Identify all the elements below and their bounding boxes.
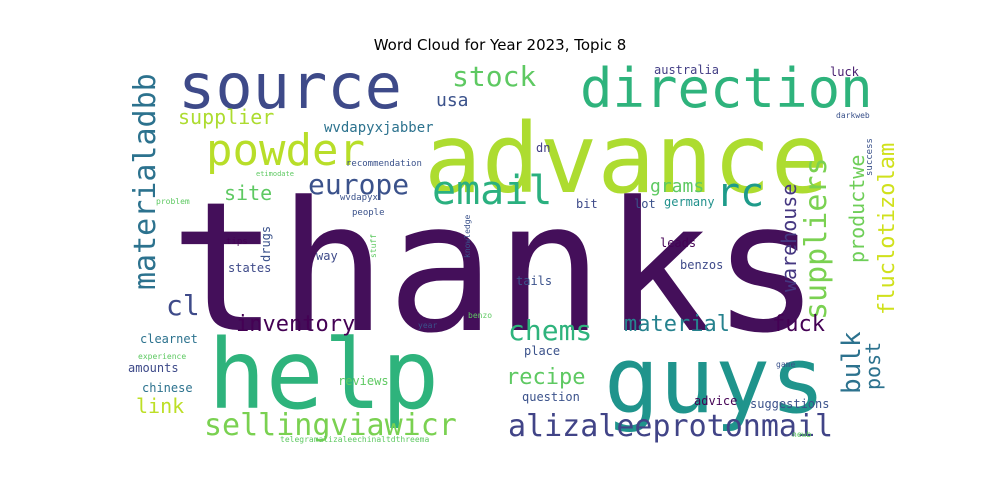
word-wvdapyx: wvdapyx — [340, 193, 379, 203]
word-supplier: supplier — [178, 105, 274, 129]
word-drugs: drugs — [259, 226, 273, 262]
word-leads: leads — [660, 236, 696, 250]
word-newb: newb — [792, 430, 811, 439]
word-alizaleeprotonmail: alizaleeprotonmail — [508, 409, 833, 444]
word-link: link — [136, 394, 184, 418]
word-states: states — [228, 261, 271, 275]
word-recommendation: recommendation — [346, 159, 422, 169]
word-luck: luck — [830, 65, 860, 79]
word-chinese: chinese — [142, 381, 193, 395]
word-people: people — [352, 208, 385, 218]
word-site: site — [224, 181, 272, 205]
word-advance: advance — [424, 103, 829, 215]
word-experience: experience — [138, 352, 186, 361]
word-success: success — [865, 138, 875, 176]
word-usa: usa — [436, 90, 469, 111]
word-materialadbb: materialadbb — [128, 73, 163, 290]
word-telegramalizaleechinaltdthreema: telegramalizaleechinaltdthreema — [280, 435, 429, 444]
word-email: email — [432, 168, 552, 214]
word-source: source — [178, 50, 402, 123]
word-australia: australia — [654, 63, 719, 77]
word-post: post — [861, 342, 885, 390]
word-fluclotizolam: fluclotizolam — [875, 143, 900, 315]
word-thanks: thanks — [170, 164, 820, 373]
word-reviews: reviews — [338, 374, 389, 388]
word-warehouse: warehouse — [777, 184, 801, 292]
chart-title: Word Cloud for Year 2023, Topic 8 — [373, 36, 627, 54]
word-sellingviawicr: sellingviawicr — [204, 408, 457, 443]
word-etimodate: etimodate — [256, 170, 294, 178]
word-recipe: recipe — [506, 365, 585, 390]
word-direction: direction — [580, 57, 873, 120]
word-europe: europe — [308, 168, 409, 201]
word-game: game — [776, 360, 795, 369]
word-bit: bit — [576, 197, 598, 211]
word-tails: tails — [516, 274, 552, 288]
word-year: year — [418, 321, 437, 330]
word-bulk: bulk — [837, 331, 867, 394]
word-stuff: stuff — [369, 234, 378, 258]
word-powder: powder — [206, 125, 365, 176]
word-amounts: amounts — [128, 361, 179, 375]
word-knowledge: knowledge — [463, 214, 472, 258]
word-darkweb: darkweb — [836, 111, 870, 120]
word-rc: rc — [716, 170, 764, 216]
word-wvdapyxjabber: wvdapyxjabber — [324, 120, 434, 136]
word-grams: grams — [650, 176, 704, 197]
word-place: place — [524, 344, 560, 358]
word-chems: chems — [508, 314, 592, 347]
word-guys: guys — [604, 327, 826, 434]
word-cl: cl — [166, 289, 200, 322]
word-benzo: benzo — [468, 311, 492, 320]
word-question: question — [522, 390, 580, 404]
word-material: material — [624, 312, 730, 337]
word-fuck: fuck — [772, 312, 825, 337]
word-stock: stock — [452, 60, 536, 93]
word-advice: advice — [694, 394, 737, 408]
word-problem: problem — [156, 197, 190, 206]
word-productwe: productwe — [845, 155, 869, 263]
word-suggestions: suggestions — [750, 397, 829, 411]
word-suppliers: suppliers — [799, 157, 834, 320]
word-germany: germany — [664, 195, 715, 209]
cloud-background — [126, 60, 898, 442]
word-way: way — [316, 249, 338, 263]
word-dn: dn — [536, 141, 550, 155]
word-benzos: benzos — [680, 258, 723, 272]
word-clearnet: clearnet — [140, 332, 198, 346]
word-lot: lot — [634, 197, 656, 211]
word-inventory: inventory — [236, 312, 355, 337]
word-tips: tips — [226, 237, 248, 247]
word-help: help — [208, 319, 439, 431]
